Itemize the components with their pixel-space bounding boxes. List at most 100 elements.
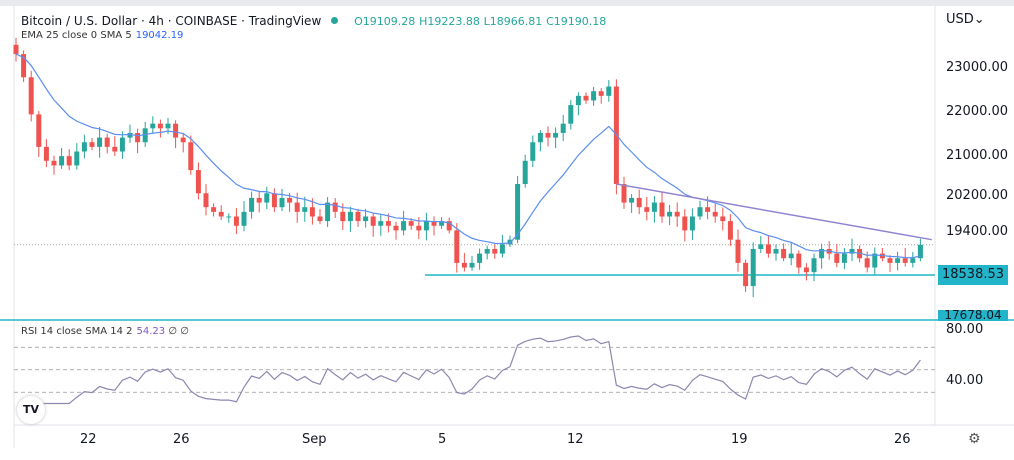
currency-selector[interactable]: USD⌄ xyxy=(946,12,985,27)
candle-body xyxy=(173,123,179,138)
candle-body xyxy=(697,207,703,217)
candle-body xyxy=(370,216,376,226)
candle-body xyxy=(89,142,95,147)
candle-body xyxy=(332,202,338,212)
candle-body xyxy=(150,123,156,129)
candle-body xyxy=(598,91,604,96)
candle-body xyxy=(910,258,916,263)
candle-body xyxy=(408,221,414,226)
candle-body xyxy=(112,146,118,152)
ema-value: 19042.19 xyxy=(135,30,184,41)
candle-body xyxy=(872,253,878,268)
ohlc-low: L18966.81 xyxy=(483,15,543,28)
candle-body xyxy=(340,211,346,222)
candle-body xyxy=(765,244,771,254)
candle-body xyxy=(773,248,779,254)
candle-body xyxy=(81,142,87,152)
price-label-support: 18538.53 xyxy=(938,265,1008,285)
candle-body xyxy=(43,146,49,161)
symbol-title[interactable]: Bitcoin / U.S. Dollar · 4h · COINBASE · … xyxy=(21,14,322,28)
candle-body xyxy=(355,211,361,222)
descending-trendline xyxy=(616,183,932,241)
candle-body xyxy=(568,105,574,124)
candle-body xyxy=(537,132,543,143)
ohlc-high: H19223.88 xyxy=(419,15,480,28)
candle-body xyxy=(142,128,148,143)
candle-body xyxy=(629,197,635,203)
candle-body xyxy=(575,95,581,106)
candle-body xyxy=(461,262,467,268)
candle-body xyxy=(803,267,809,273)
rsi-line xyxy=(23,335,921,405)
x-tick: 5 xyxy=(438,432,447,447)
candle-body xyxy=(758,244,764,249)
candle-body xyxy=(841,253,847,263)
ohlc-open: O19109.28 xyxy=(354,15,416,28)
candle-body xyxy=(135,132,141,143)
candle-body xyxy=(13,44,19,55)
candle-body xyxy=(743,262,749,287)
candle-body xyxy=(294,202,300,212)
candle-body xyxy=(636,197,642,208)
candle-body xyxy=(651,202,657,212)
candle-body xyxy=(606,86,612,96)
candle-body xyxy=(484,248,490,254)
candle-body xyxy=(720,216,726,222)
candle-body xyxy=(796,253,802,268)
candle-body xyxy=(788,253,794,259)
candle-body xyxy=(674,211,680,217)
candle-body xyxy=(226,216,232,218)
candle-body xyxy=(583,95,589,101)
candle-body xyxy=(59,156,65,166)
candle-body xyxy=(895,258,901,263)
ema-legend[interactable]: EMA 25 close 0 SMA 5 19042.19 xyxy=(21,30,183,41)
candle-body xyxy=(553,132,559,138)
gear-icon[interactable]: ⚙ xyxy=(968,431,981,447)
candle-body xyxy=(439,221,445,226)
candle-body xyxy=(887,258,893,263)
candle-body xyxy=(271,193,277,208)
candle-body xyxy=(127,132,133,138)
candle-body xyxy=(21,54,27,78)
candle-body xyxy=(188,142,194,171)
candle-body xyxy=(423,221,429,231)
market-status-dot xyxy=(331,17,339,24)
candle-body xyxy=(469,262,475,268)
rsi-legend[interactable]: RSI 14 close SMA 14 2 54.23 ∅ ∅ xyxy=(21,326,189,337)
candle-body xyxy=(750,248,756,287)
ohlc-close: C19190.18 xyxy=(546,15,607,28)
tradingview-logo[interactable]: TV xyxy=(17,396,45,424)
ema-line xyxy=(15,53,921,259)
x-tick: 26 xyxy=(894,432,911,447)
candle-body xyxy=(385,221,391,226)
candle-body xyxy=(659,202,665,217)
rsi-y-tick: 40.00 xyxy=(946,373,984,388)
ema-label: EMA 25 close 0 SMA 5 xyxy=(21,30,132,41)
candle-body xyxy=(401,221,407,231)
candle-body xyxy=(256,197,262,203)
candle-body xyxy=(727,221,733,240)
candle-body xyxy=(591,91,597,101)
candle-body xyxy=(530,142,536,161)
candle-body xyxy=(36,114,42,147)
candle-body xyxy=(416,225,422,231)
chevron-down-icon: ⌄ xyxy=(973,12,985,27)
x-tick: 26 xyxy=(173,432,190,447)
y-tick: 20200.00 xyxy=(946,188,1009,203)
candle-body xyxy=(279,197,285,208)
candle-body xyxy=(309,207,315,217)
top-bar xyxy=(0,0,1014,6)
candle-body xyxy=(454,230,460,263)
chart-header: Bitcoin / U.S. Dollar · 4h · COINBASE · … xyxy=(21,14,606,28)
candle-body xyxy=(66,156,72,166)
candle-body xyxy=(667,211,673,217)
candle-body xyxy=(378,221,384,226)
price-label-lower: 17678.04 xyxy=(938,310,1008,321)
candle-body xyxy=(74,151,80,166)
candle-body xyxy=(834,253,840,263)
candle-body xyxy=(233,216,239,226)
rsi-y-tick: 80.00 xyxy=(946,322,984,337)
candle-body xyxy=(363,216,369,222)
